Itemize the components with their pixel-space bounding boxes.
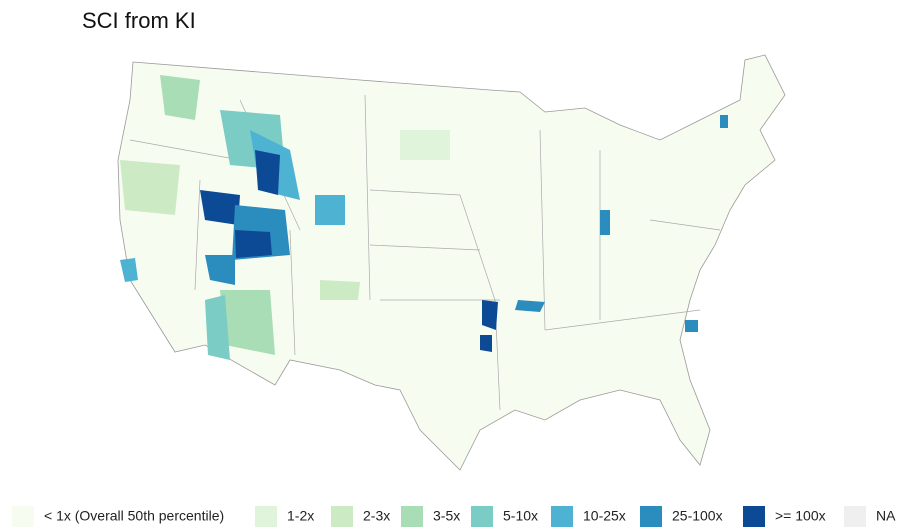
legend-label: 2-3x bbox=[363, 508, 390, 524]
legend-swatch bbox=[255, 506, 277, 527]
legend-label: NA bbox=[876, 508, 896, 524]
county-region bbox=[120, 160, 180, 215]
county-region bbox=[235, 230, 272, 258]
legend-label: 3-5x bbox=[433, 508, 460, 524]
county-region bbox=[315, 195, 345, 225]
county-region bbox=[600, 210, 610, 235]
title: SCI from KI bbox=[82, 8, 196, 33]
legend-swatch bbox=[401, 506, 423, 527]
legend-swatch bbox=[331, 506, 353, 527]
legend-swatch bbox=[12, 506, 34, 527]
legend-label: >= 100x bbox=[775, 508, 826, 524]
county-region bbox=[320, 280, 360, 300]
county-region bbox=[120, 258, 138, 282]
county-region bbox=[205, 295, 230, 360]
legend-label: < 1x (Overall 50th percentile) bbox=[44, 508, 224, 524]
legend-swatch bbox=[551, 506, 573, 527]
map bbox=[117, 54, 786, 471]
legend-swatch bbox=[640, 506, 662, 527]
legend-swatch bbox=[844, 506, 866, 527]
county-region bbox=[685, 320, 698, 332]
county-region bbox=[400, 130, 450, 160]
county-region bbox=[720, 115, 728, 128]
legend-label: 1-2x bbox=[287, 508, 314, 524]
county-region bbox=[205, 255, 235, 285]
legend-label: 10-25x bbox=[583, 508, 626, 524]
legend-swatch bbox=[471, 506, 493, 527]
county-region bbox=[480, 335, 492, 352]
county-region bbox=[255, 150, 280, 195]
legend-label: 25-100x bbox=[672, 508, 723, 524]
county-regions bbox=[120, 75, 728, 360]
county-region bbox=[160, 75, 200, 120]
legend-swatch bbox=[743, 506, 765, 527]
legend-label: 5-10x bbox=[503, 508, 538, 524]
legend: < 1x (Overall 50th percentile) 1-2x 2-3x 3-… bbox=[12, 506, 896, 527]
county-region bbox=[482, 300, 498, 330]
county-region bbox=[515, 300, 545, 312]
county-region bbox=[200, 190, 240, 225]
county-region bbox=[220, 290, 275, 355]
state-borders bbox=[129, 94, 721, 411]
